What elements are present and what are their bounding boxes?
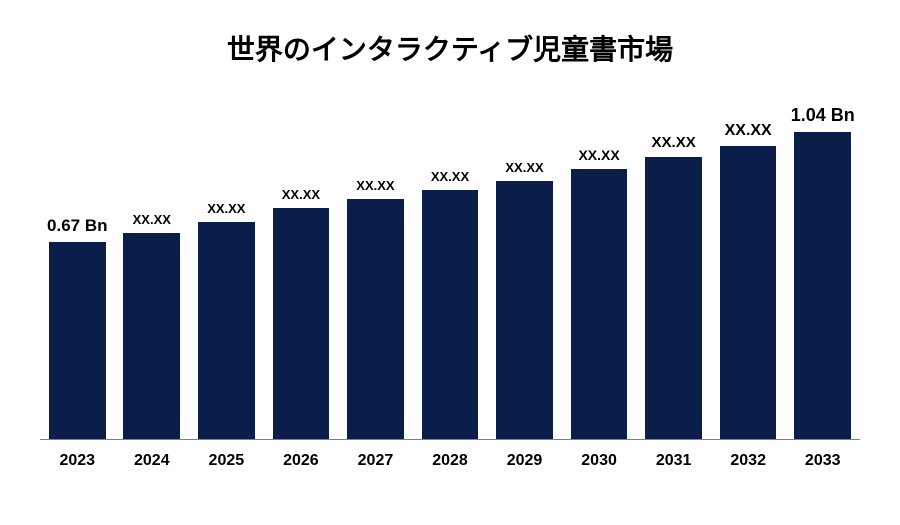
bar-group: XX.XX bbox=[264, 100, 339, 439]
bar-group: XX.XX bbox=[562, 100, 637, 439]
bar-value-label: XX.XX bbox=[636, 134, 711, 151]
x-axis-label: 2030 bbox=[562, 452, 637, 470]
bar-value-label: XX.XX bbox=[487, 160, 562, 175]
bar bbox=[645, 157, 702, 439]
bar-group: XX.XX bbox=[711, 100, 786, 439]
bar bbox=[720, 146, 777, 439]
bar-group: XX.XX bbox=[413, 100, 488, 439]
bar-value-label: XX.XX bbox=[711, 122, 786, 140]
x-axis-label: 2031 bbox=[636, 452, 711, 470]
bar bbox=[49, 242, 106, 440]
bar bbox=[198, 222, 255, 439]
bar-value-label: XX.XX bbox=[413, 169, 488, 184]
x-axis-label: 2032 bbox=[711, 452, 786, 470]
bar-group: 1.04 Bn bbox=[785, 100, 860, 439]
bar-group: XX.XX bbox=[636, 100, 711, 439]
bar bbox=[422, 190, 479, 439]
bar bbox=[496, 181, 553, 439]
bar bbox=[794, 132, 851, 439]
x-axis-label: 2025 bbox=[189, 452, 264, 470]
x-axis-label: 2033 bbox=[785, 452, 860, 470]
bar-value-label: XX.XX bbox=[189, 201, 264, 216]
bar-value-label: 1.04 Bn bbox=[785, 105, 860, 126]
bar-value-label: XX.XX bbox=[115, 212, 190, 227]
chart-title: 世界のインタラクティブ児童書市場 bbox=[0, 0, 900, 68]
bar-value-label: XX.XX bbox=[338, 178, 413, 193]
chart-plot: 0.67 BnXX.XXXX.XXXX.XXXX.XXXX.XXXX.XXXX.… bbox=[40, 100, 860, 440]
bar-group: XX.XX bbox=[115, 100, 190, 439]
x-axis-label: 2027 bbox=[338, 452, 413, 470]
bar-group: 0.67 Bn bbox=[40, 100, 115, 439]
bar bbox=[123, 233, 180, 439]
x-axis-label: 2028 bbox=[413, 452, 488, 470]
x-axis-label: 2024 bbox=[115, 452, 190, 470]
x-axis-label: 2029 bbox=[487, 452, 562, 470]
bar bbox=[347, 199, 404, 439]
bar-group: XX.XX bbox=[487, 100, 562, 439]
chart-area: 0.67 BnXX.XXXX.XXXX.XXXX.XXXX.XXXX.XXXX.… bbox=[40, 100, 860, 470]
bar-value-label: XX.XX bbox=[264, 187, 339, 202]
bar-value-label: XX.XX bbox=[562, 147, 637, 163]
x-axis-label: 2023 bbox=[40, 452, 115, 470]
bar-value-label: 0.67 Bn bbox=[40, 216, 115, 236]
bar bbox=[273, 208, 330, 439]
bar bbox=[571, 169, 628, 439]
bar-group: XX.XX bbox=[189, 100, 264, 439]
bar-group: XX.XX bbox=[338, 100, 413, 439]
x-axis-label: 2026 bbox=[264, 452, 339, 470]
